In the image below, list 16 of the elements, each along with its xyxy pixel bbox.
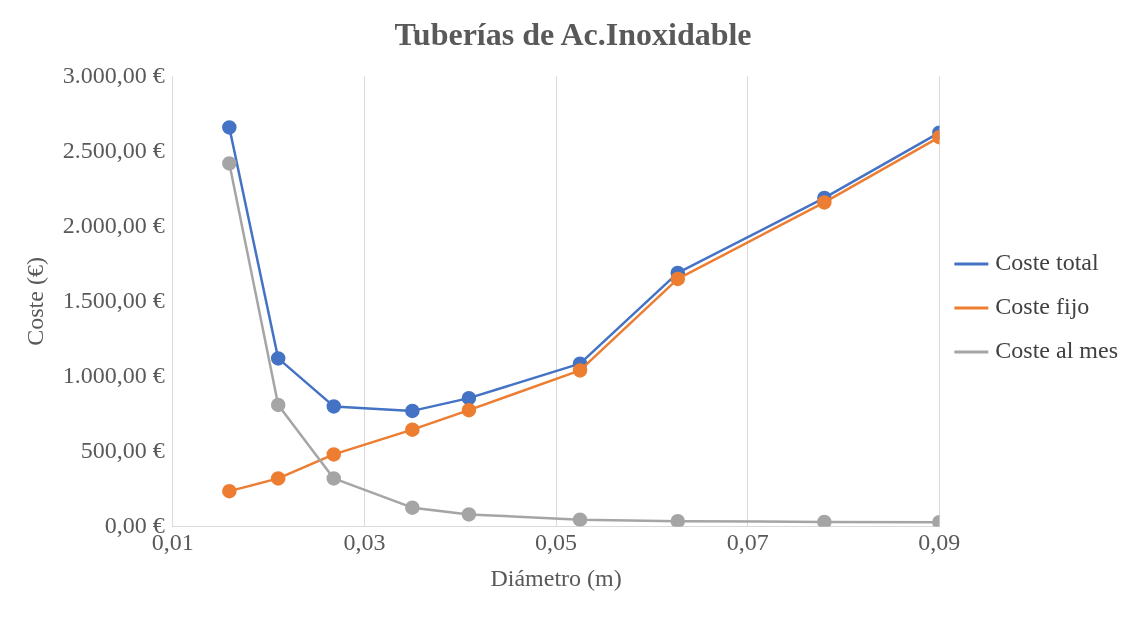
x-axis-title: Diámetro (m)	[490, 564, 622, 591]
x-tick-label: 0,07	[726, 529, 769, 556]
legend-label: Coste al mes	[995, 337, 1119, 364]
x-tick-label: 0,05	[535, 529, 578, 556]
y-tick-label: 1.500,00 €	[62, 286, 165, 313]
legend-label: Coste total	[995, 249, 1100, 276]
y-tick-label: 2.500,00 €	[62, 136, 165, 163]
y-tick-label: 1.000,00 €	[62, 361, 165, 388]
y-tick-label: 3.000,00 €	[62, 61, 165, 88]
x-tick-label: 0,03	[343, 529, 386, 556]
y-axis-title: Coste (€)	[21, 257, 48, 346]
y-tick-label: 500,00 €	[80, 436, 165, 463]
legend-label: Coste fijo	[995, 293, 1090, 320]
x-tick-label: 0,09	[918, 529, 961, 556]
y-tick-label: 2.000,00 €	[62, 211, 165, 238]
chart-title: Tuberías de Ac.Inoxidable	[394, 16, 752, 53]
